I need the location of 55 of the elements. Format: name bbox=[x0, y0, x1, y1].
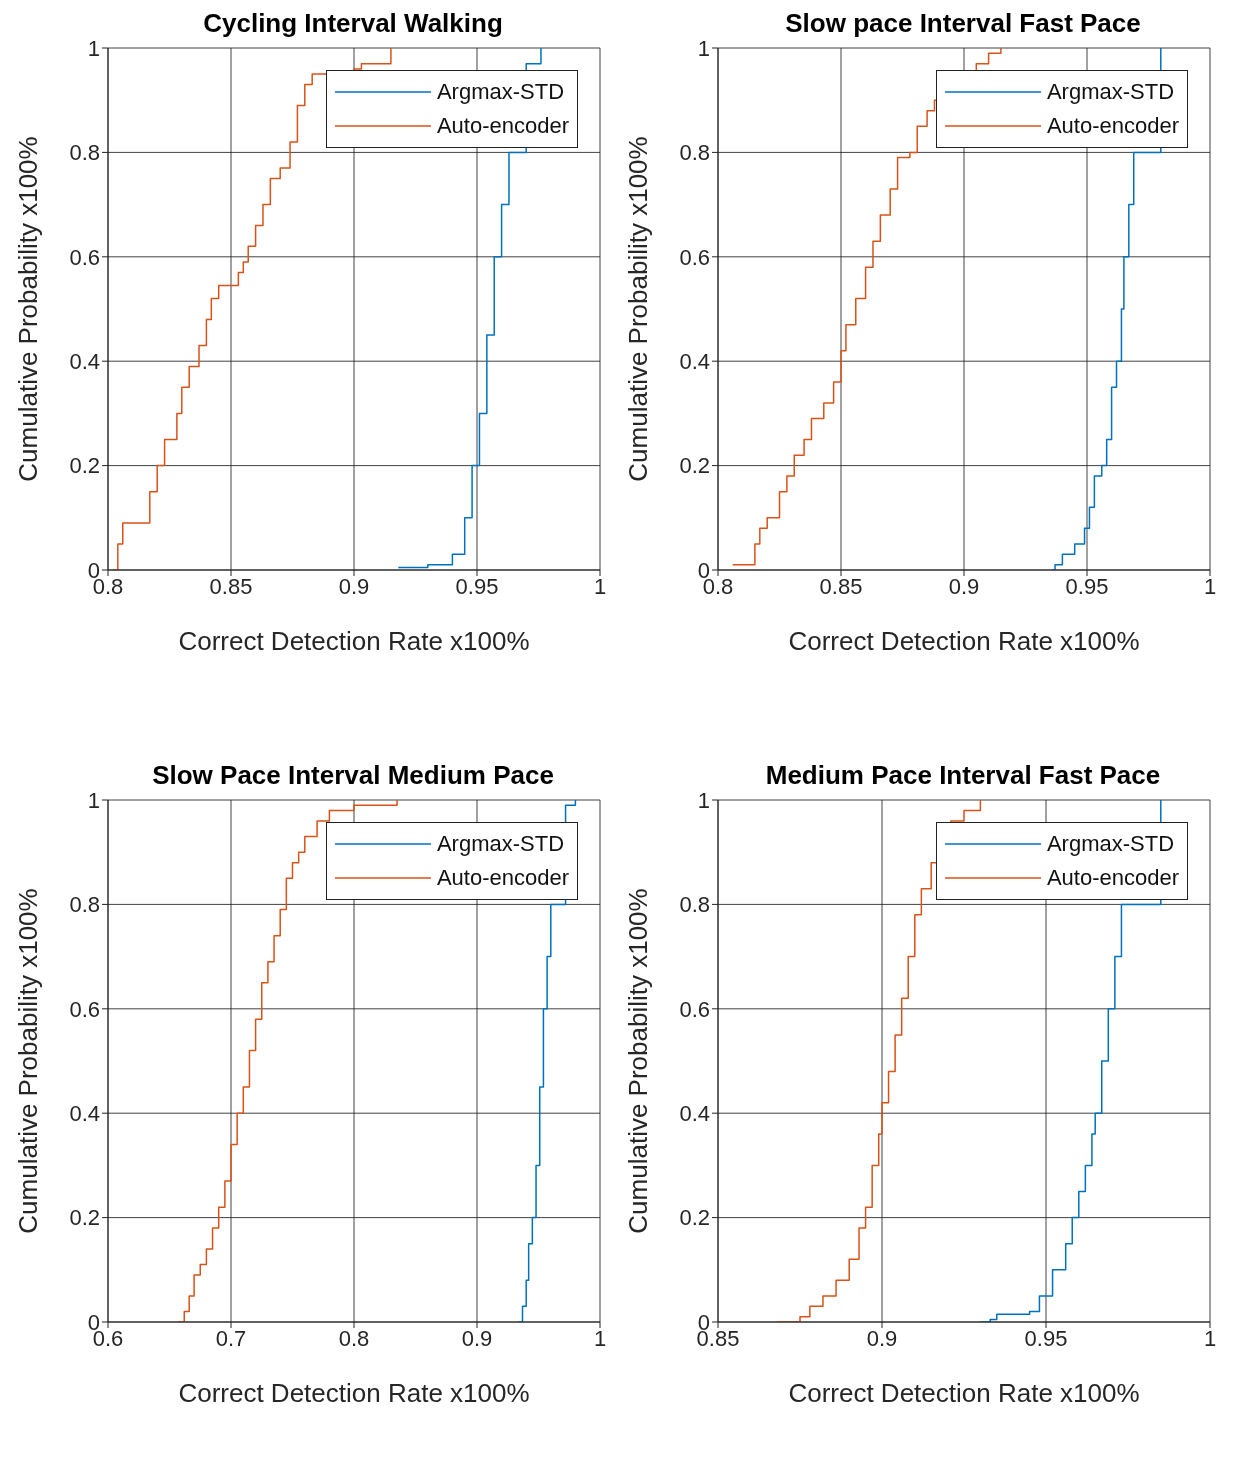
x-tick-label: 1 bbox=[593, 573, 607, 599]
y-tick-label: 0.4 bbox=[679, 1101, 710, 1127]
x-tick-label: 0.85 bbox=[209, 573, 253, 599]
y-axis-title: Cumulative Probability x100% bbox=[13, 136, 44, 482]
y-tick-label: 0.2 bbox=[679, 1205, 710, 1231]
x-axis-title: Correct Detection Rate x100% bbox=[178, 1378, 530, 1408]
y-tick-label: 0.4 bbox=[69, 349, 100, 375]
y-tick-label: 0.6 bbox=[69, 244, 100, 270]
x-tick-label: 0.95 bbox=[1065, 573, 1109, 599]
y-tick-label: 0.4 bbox=[679, 349, 710, 375]
y-tick-label: 1 bbox=[87, 787, 100, 813]
y-tick-label: 0.8 bbox=[69, 892, 100, 918]
chart-title: Slow Pace Interval Medium Pace bbox=[152, 760, 554, 790]
y-axis-title: Cumulative Probability x100% bbox=[623, 136, 654, 482]
chart-title: Cycling Interval Walking bbox=[203, 8, 503, 38]
x-tick-label: 0.9 bbox=[461, 1325, 493, 1351]
y-tick-label: 0.2 bbox=[69, 1205, 100, 1231]
legend-label: Argmax-STD bbox=[436, 79, 565, 105]
y-tick-label: 0.4 bbox=[69, 1101, 100, 1127]
x-axis-title: Correct Detection Rate x100% bbox=[178, 626, 530, 656]
y-tick-label: 0.2 bbox=[679, 453, 710, 479]
x-tick-label: 0.9 bbox=[866, 1325, 898, 1351]
legend-label: Auto-encoder bbox=[436, 113, 569, 139]
x-tick-label: 0.95 bbox=[1024, 1325, 1068, 1351]
x-tick-label: 1 bbox=[1203, 573, 1217, 599]
y-axis-title: Cumulative Probability x100% bbox=[623, 888, 654, 1234]
y-tick-label: 0.6 bbox=[679, 996, 710, 1022]
y-tick-label: 0.8 bbox=[679, 140, 710, 166]
x-tick-label: 0.9 bbox=[338, 573, 370, 599]
y-tick-label: 0.2 bbox=[69, 453, 100, 479]
legend-label: Auto-encoder bbox=[1046, 865, 1179, 891]
legend-label: Argmax-STD bbox=[436, 831, 565, 857]
legend-label: Auto-encoder bbox=[436, 865, 569, 891]
legend-label: Auto-encoder bbox=[1046, 113, 1179, 139]
x-tick-label: 1 bbox=[593, 1325, 607, 1351]
x-tick-label: 0.95 bbox=[455, 573, 499, 599]
x-tick-label: 0.9 bbox=[948, 573, 980, 599]
x-tick-label: 0.85 bbox=[819, 573, 863, 599]
y-tick-label: 0.6 bbox=[679, 244, 710, 270]
legend-label: Argmax-STD bbox=[1046, 831, 1175, 857]
y-tick-label: 0.6 bbox=[69, 996, 100, 1022]
y-tick-label: 0.8 bbox=[69, 140, 100, 166]
y-axis-title: Cumulative Probability x100% bbox=[13, 888, 44, 1234]
y-tick-label: 1 bbox=[87, 35, 100, 61]
chart-title: Slow pace Interval Fast Pace bbox=[785, 8, 1141, 38]
x-axis-title: Correct Detection Rate x100% bbox=[788, 1378, 1140, 1408]
chart-title: Medium Pace Interval Fast Pace bbox=[765, 760, 1161, 790]
y-tick-label: 1 bbox=[697, 35, 710, 61]
y-tick-label: 1 bbox=[697, 787, 710, 813]
legend-label: Argmax-STD bbox=[1046, 79, 1175, 105]
x-tick-label: 1 bbox=[1203, 1325, 1217, 1351]
y-tick-label: 0.8 bbox=[679, 892, 710, 918]
x-tick-label: 0.8 bbox=[338, 1325, 370, 1351]
x-axis-title: Correct Detection Rate x100% bbox=[788, 626, 1140, 656]
x-tick-label: 0.7 bbox=[215, 1325, 247, 1351]
